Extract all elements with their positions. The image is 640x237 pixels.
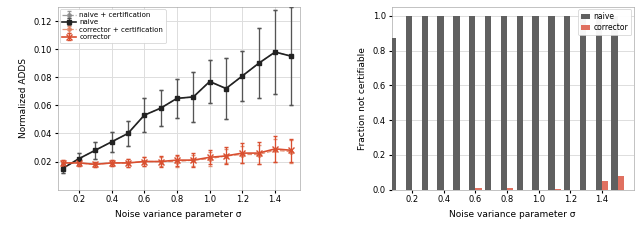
Bar xyxy=(554,189,561,190)
Bar xyxy=(390,38,396,190)
Bar xyxy=(596,16,602,190)
Bar xyxy=(422,16,428,190)
Bar xyxy=(580,16,586,190)
Bar xyxy=(602,181,608,190)
Bar xyxy=(500,16,507,190)
Bar xyxy=(532,16,539,190)
Bar xyxy=(476,188,482,190)
Bar xyxy=(516,16,523,190)
Bar xyxy=(469,16,476,190)
Bar xyxy=(611,16,618,190)
Y-axis label: Fraction not certifiable: Fraction not certifiable xyxy=(358,47,367,150)
Bar xyxy=(453,16,460,190)
Bar xyxy=(618,176,624,190)
Legend: naive, corrector: naive, corrector xyxy=(578,9,631,35)
Bar xyxy=(438,16,444,190)
Y-axis label: Normalized ADDS: Normalized ADDS xyxy=(19,58,28,138)
Legend: naive + certification, naive, corrector + certification, corrector: naive + certification, naive, corrector … xyxy=(60,9,166,43)
Bar xyxy=(485,16,492,190)
X-axis label: Noise variance parameter σ: Noise variance parameter σ xyxy=(115,210,242,219)
Bar xyxy=(564,16,570,190)
Bar xyxy=(548,16,554,190)
Bar xyxy=(406,16,412,190)
X-axis label: Noise variance parameter σ: Noise variance parameter σ xyxy=(449,210,576,219)
Bar xyxy=(507,188,513,190)
